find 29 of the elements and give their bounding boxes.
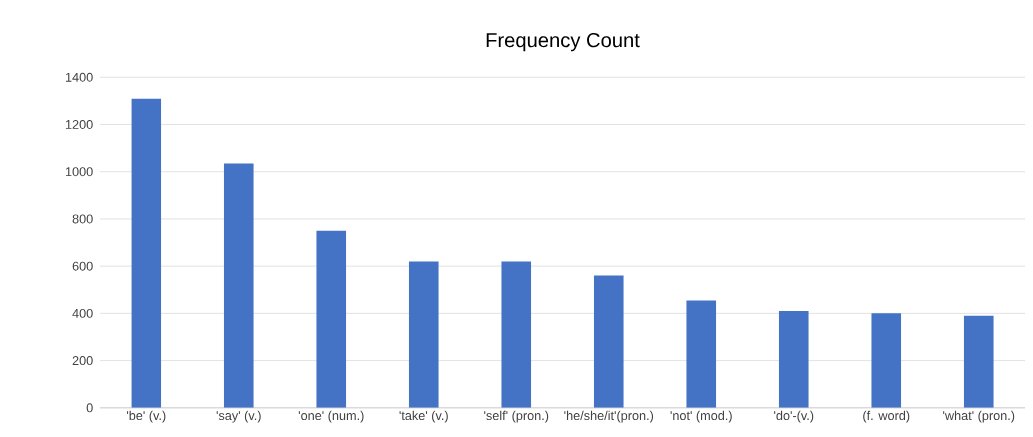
x-tick-label: 'do'-(v.): [774, 410, 814, 423]
y-tick-label: 200: [72, 356, 93, 366]
bar: [963, 315, 994, 408]
x-tick-label: 'self' (pron.): [484, 410, 549, 423]
y-tick-label: 1400: [65, 72, 93, 82]
bar: [871, 313, 902, 408]
bar: [316, 230, 347, 408]
x-tick-label: 'be' (v.): [126, 410, 166, 423]
bar: [778, 311, 809, 408]
y-tick-label: 400: [72, 308, 93, 318]
bar: [223, 163, 254, 408]
y-tick-label: 1000: [65, 167, 93, 177]
bar: [501, 261, 532, 408]
y-tick-label: 600: [72, 261, 93, 271]
x-tick-label: 'what' (pron.): [943, 410, 1015, 423]
x-tick-label: 'take' (v.): [399, 410, 448, 423]
bar: [593, 275, 624, 408]
bar: [686, 300, 717, 408]
bar: [131, 98, 162, 408]
y-tick-label: 1200: [65, 119, 93, 129]
x-tick-label: (f. word): [863, 410, 910, 423]
y-tick-label: 800: [72, 214, 93, 224]
chart-title: Frequency Count: [486, 33, 640, 52]
y-tick-label: 0: [86, 403, 93, 413]
x-tick-label: 'say' (v.): [216, 410, 261, 423]
x-tick-label: 'he/she/it'(pron.): [564, 410, 654, 423]
x-tick-label: 'one' (num.): [298, 410, 364, 423]
x-tick-label: 'not' (mod.): [670, 410, 732, 423]
bar: [408, 261, 439, 408]
